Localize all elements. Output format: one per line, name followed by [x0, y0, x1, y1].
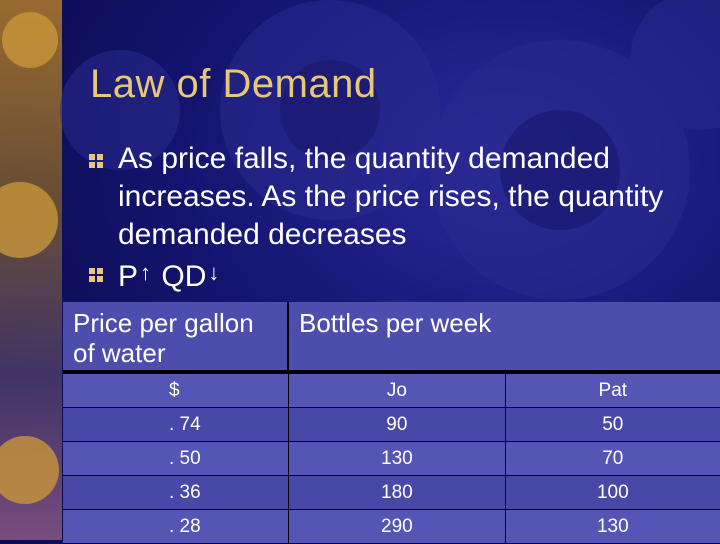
price-cell: . 28 [63, 509, 290, 544]
gear-icon [0, 182, 58, 258]
up-arrow-icon: ↑ [140, 260, 152, 285]
bullet-text: As price falls, the quantity demanded in… [118, 142, 664, 251]
table-row: . 50 130 70 [63, 441, 720, 476]
pat-cell: 70 [505, 441, 720, 476]
square-bullet-icon [89, 268, 103, 282]
table-header: Price per gallon of water Bottles per we… [63, 302, 720, 372]
price-cell: . 74 [63, 407, 290, 442]
jo-cell: 130 [288, 441, 506, 476]
price-label: P [118, 260, 139, 293]
price-cell: . 50 [63, 441, 290, 476]
table-row: $ Jo Pat [63, 372, 720, 408]
square-bullet-icon [89, 154, 103, 168]
header-price-per-gallon: Price per gallon of water [63, 302, 289, 372]
slide-title: Law of Demand [90, 62, 377, 106]
column-header-jo: Jo [288, 372, 506, 408]
bullet-item: P↑ QD↓ [88, 254, 688, 296]
demand-schedule-table: Price per gallon of water Bottles per we… [63, 302, 720, 544]
gear-icon [60, 50, 180, 170]
pat-cell: 50 [505, 407, 720, 442]
table-row: . 28 290 130 [63, 509, 720, 544]
table-body: $ Jo Pat . 74 90 50 . 50 130 70 . 36 180… [63, 372, 720, 544]
table-row: . 36 180 100 [63, 475, 720, 510]
column-header-pat: Pat [505, 372, 720, 408]
pat-cell: 130 [505, 509, 720, 544]
jo-cell: 290 [288, 509, 506, 544]
jo-cell: 90 [288, 407, 506, 442]
table-row: . 74 90 50 [63, 407, 720, 442]
bullet-list: As price falls, the quantity demanded in… [88, 140, 688, 296]
gear-icon [2, 12, 58, 68]
pat-cell: 100 [505, 475, 720, 510]
gear-icon [630, 0, 720, 130]
quantity-demanded-label: QD [161, 260, 207, 293]
jo-cell: 180 [288, 475, 506, 510]
bullet-item: As price falls, the quantity demanded in… [88, 140, 688, 254]
column-header-price: $ [63, 372, 290, 408]
price-cell: . 36 [63, 475, 290, 510]
gear-icon [0, 436, 59, 504]
header-bottles-per-week: Bottles per week [289, 302, 720, 372]
down-arrow-icon: ↓ [208, 260, 220, 285]
